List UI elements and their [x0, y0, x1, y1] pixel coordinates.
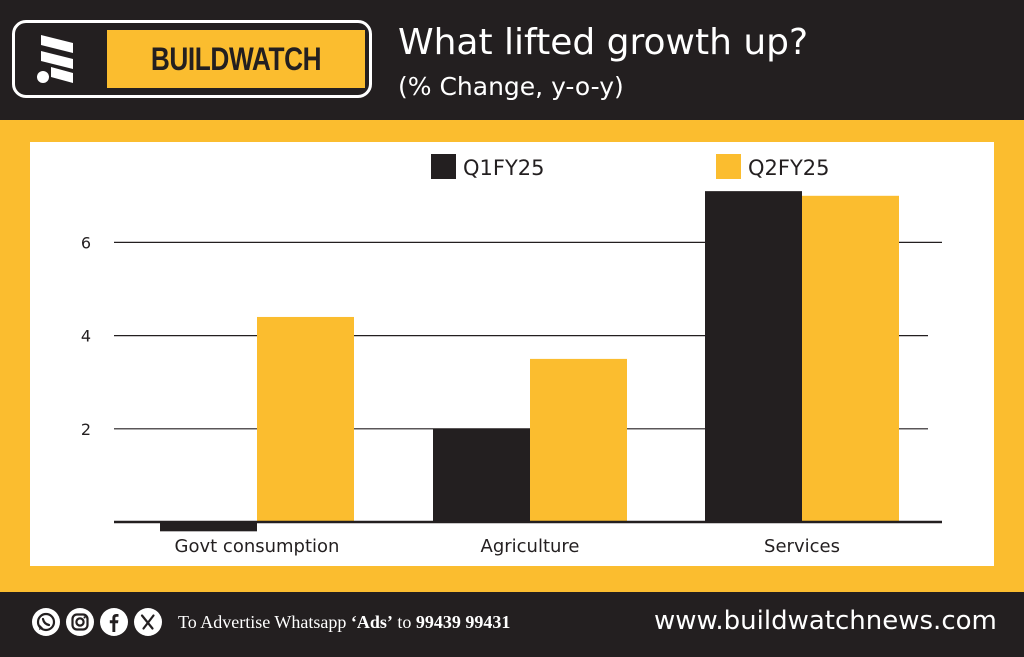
- x-tick-label: Govt consumption: [175, 536, 340, 557]
- chart-title: What lifted growth up?: [398, 22, 809, 63]
- legend-label: Q2FY25: [748, 156, 830, 180]
- bar-q2fy25-1: [530, 358, 627, 522]
- x-icon[interactable]: [134, 608, 162, 636]
- bar-q1fy25-0: [160, 522, 257, 532]
- footer: To Advertise Whatsapp ‘Ads’ to 99439 994…: [0, 592, 1024, 657]
- logo-mark-icon: [37, 35, 73, 83]
- legend-label: Q1FY25: [463, 156, 545, 180]
- instagram-icon[interactable]: [66, 608, 94, 636]
- legend-swatch: [716, 154, 741, 179]
- legend-swatch: [431, 154, 456, 179]
- x-tick-label: Services: [764, 536, 840, 557]
- advert-mid: to: [392, 612, 416, 632]
- website-link[interactable]: www.buildwatchnews.com: [654, 606, 997, 636]
- header: BUILDWATCH NEWS What lifted growth up? (…: [0, 0, 1024, 120]
- y-tick-label: 6: [81, 233, 91, 252]
- x-tick-label: Agriculture: [481, 536, 580, 557]
- bar-q2fy25-0: [257, 316, 354, 522]
- brand-logo[interactable]: BUILDWATCH NEWS: [12, 20, 372, 98]
- advert-text: To Advertise Whatsapp ‘Ads’ to 99439 994…: [178, 612, 510, 633]
- brand-name: BUILDWATCH NEWS: [150, 41, 322, 77]
- bar-chart: 2 4 6 Govt consumption Agriculture Services Q1…: [81, 154, 942, 557]
- advert-phone-number[interactable]: 99439 99431: [415, 612, 511, 632]
- chart-subtitle: (% Change, y-o-y): [398, 72, 624, 101]
- brand-name-background: [107, 30, 365, 88]
- bar-q1fy25-1: [433, 428, 530, 522]
- bar-q2fy25-2: [802, 195, 899, 523]
- y-tick-label: 2: [81, 420, 91, 439]
- whatsapp-icon[interactable]: [32, 608, 60, 636]
- bar-q1fy25-2: [705, 191, 802, 522]
- facebook-icon[interactable]: [100, 608, 128, 636]
- advert-keyword: ‘Ads’: [350, 612, 393, 632]
- y-tick-label: 4: [81, 327, 91, 346]
- advert-prefix: To Advertise Whatsapp: [178, 612, 351, 632]
- chart-panel: 2 4 6 Govt consumption Agriculture Services Q1…: [30, 142, 994, 566]
